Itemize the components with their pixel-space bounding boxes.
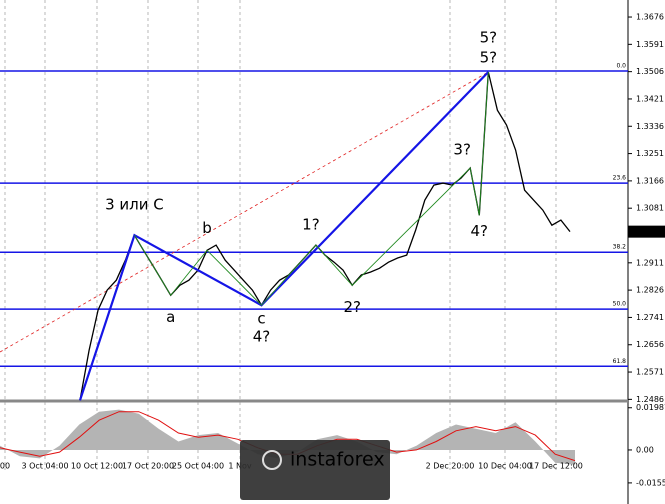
y-tick-label: 1.3251 [636, 149, 664, 158]
wave-label: a [166, 308, 175, 326]
wave-label: 2? [343, 298, 361, 316]
level-label: 61.8 [613, 358, 627, 365]
logo-icon [262, 450, 282, 470]
wave-label: 1? [302, 216, 320, 234]
wave-label: 3? [453, 141, 471, 159]
price-tag [628, 225, 665, 238]
y-tick-label: 1.3166 [636, 176, 664, 185]
y-tick-label: 1.2571 [636, 368, 664, 377]
y-tick-label: 0.01987 [636, 403, 665, 412]
level-label: 23.6 [613, 175, 627, 182]
y-tick-label: 0.00 [636, 445, 654, 454]
wave-label: b [202, 219, 212, 237]
wave-label: c [257, 310, 265, 328]
x-tick-label: 25 Oct 04:00 [172, 462, 224, 471]
x-tick-label: 2 Dec 20:00 [426, 462, 475, 471]
x-tick-label: 17 Dec 12:00 [529, 462, 583, 471]
wave-label: 5? [480, 28, 498, 46]
logo-box [240, 440, 390, 500]
level-label: 0.0 [616, 63, 626, 70]
wave-label: 4? [471, 222, 489, 240]
wave-label: 3 или C [105, 196, 164, 214]
y-tick-label: 1.3081 [636, 204, 664, 213]
y-tick-label: 1.2911 [636, 258, 664, 267]
level-label: 50.0 [613, 301, 627, 308]
x-tick-label: 10 Dec 04:00 [478, 462, 532, 471]
wave-line [78, 71, 490, 401]
logo-text: instaforex [290, 449, 385, 471]
y-tick-label: 1.2486 [636, 395, 664, 404]
y-tick-label: -0.01551 [636, 478, 665, 487]
y-tick-label: 1.3506 [636, 67, 664, 76]
wave-label: 4? [253, 328, 271, 346]
subwave-line [134, 71, 489, 306]
price-tag-label: 1.3008 [632, 227, 660, 236]
y-tick-label: 1.3421 [636, 94, 664, 103]
level-label: 38.2 [613, 244, 627, 251]
y-tick-label: 1.3591 [636, 40, 664, 49]
y-tick-label: 1.3676 [636, 13, 664, 22]
x-tick-label: 00 [0, 462, 10, 471]
histogram-area [0, 409, 575, 465]
y-tick-label: 1.2741 [636, 313, 664, 322]
x-tick-label: 17 Oct 20:00 [122, 462, 174, 471]
wave-label: 5? [480, 48, 498, 66]
trend-line [0, 71, 489, 353]
y-tick-label: 1.3336 [636, 122, 664, 131]
x-tick-label: 3 Oct 04:00 [21, 462, 68, 471]
x-tick-label: 10 Oct 12:00 [71, 462, 123, 471]
y-tick-label: 1.2826 [636, 286, 664, 295]
y-tick-label: 1.2656 [636, 340, 664, 349]
